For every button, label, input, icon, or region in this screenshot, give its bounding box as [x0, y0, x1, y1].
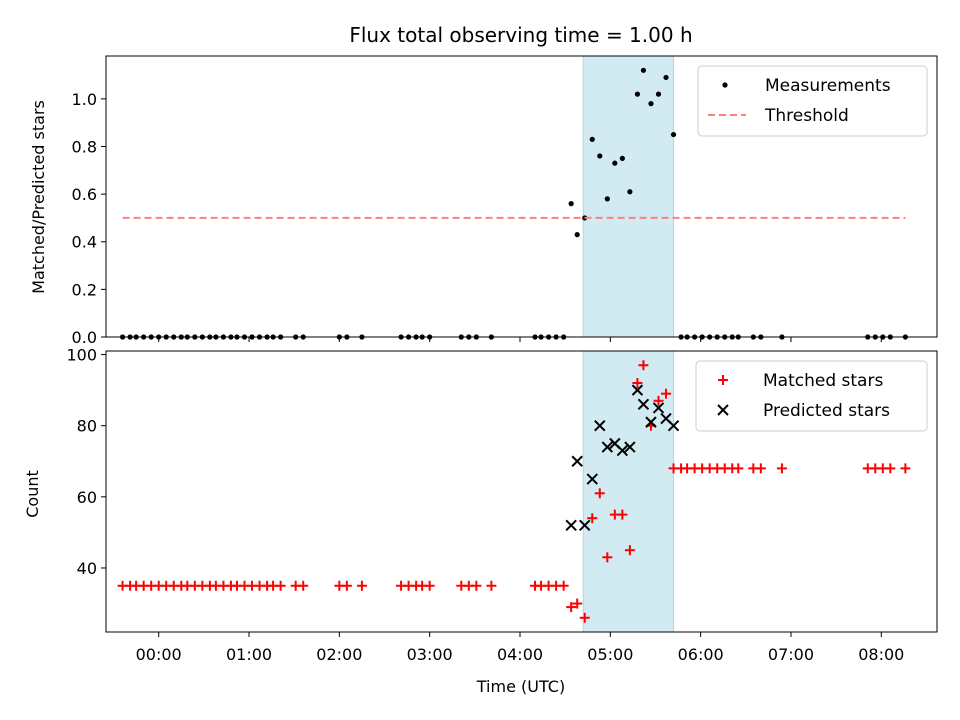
predicted-point [579, 519, 591, 531]
matched-point [275, 580, 286, 591]
legend-box [697, 65, 928, 137]
matched-point [486, 580, 497, 591]
predicted-point [616, 444, 629, 457]
legend-predicted-marker [717, 404, 729, 416]
measurement-point [568, 201, 574, 207]
matched-point [341, 580, 352, 591]
predicted-point [667, 419, 680, 432]
bottom-panel: 40 60 80 100 00:00 01:00 02:00 03:00 04:00 05:00 0… [66, 346, 938, 664]
predicted-point [594, 419, 606, 432]
measurement-point [634, 91, 641, 97]
matched-point [638, 360, 649, 371]
matched-point [776, 463, 787, 474]
measurement-point [612, 160, 618, 166]
y-tick-label: 0.8 [72, 137, 97, 156]
measurement-point [619, 155, 625, 161]
x-tick-label: 05:00 [587, 645, 633, 664]
matched-point [572, 598, 583, 609]
measurement-point [604, 196, 610, 202]
matched-point [587, 513, 598, 524]
matched-point [755, 463, 766, 474]
matched-point [594, 488, 605, 499]
measurement-point [589, 136, 595, 142]
matched-point [558, 580, 569, 591]
measurement-point [648, 101, 654, 107]
matched-point [885, 463, 896, 474]
y-tick-label: 0.6 [72, 185, 97, 204]
legend-label: Threshold [764, 106, 849, 126]
matched-point [471, 580, 482, 591]
x-tick-label: 00:00 [136, 645, 182, 664]
predicted-point [565, 519, 577, 531]
predicted-point [624, 441, 636, 453]
matched-point [424, 580, 435, 591]
observing-window [582, 55, 675, 338]
chart-title: Flux total observing time = 1.00 h [349, 23, 692, 47]
predicted-point [652, 402, 665, 414]
x-tick-label: 06:00 [678, 645, 724, 664]
legend-label: Measurements [765, 76, 891, 96]
observing-window [582, 350, 675, 633]
matched-point [602, 552, 613, 563]
measurement-point [640, 67, 647, 73]
bottom-y-axis-label: Count [23, 470, 42, 518]
measurement-point [627, 189, 633, 195]
matched-point [356, 580, 367, 591]
x-tick-label: 01:00 [226, 645, 272, 664]
matched-point [632, 378, 643, 389]
legend: Matched stars Predicted stars [695, 360, 928, 432]
matched-point [579, 612, 590, 623]
measurement-point [655, 91, 662, 97]
top-panel: 0.0 0.2 0.4 0.6 0.8 1.0 Measurements Threshold [72, 55, 938, 347]
legend-box [695, 360, 928, 432]
measurement-point [574, 232, 580, 238]
predicted-point [586, 473, 598, 485]
matched-point [298, 580, 309, 591]
legend-label: Predicted stars [763, 401, 890, 421]
x-tick-label: 04:00 [497, 645, 543, 664]
y-tick-label: 0.4 [72, 233, 97, 252]
y-tick-label: 80 [77, 417, 97, 436]
x-tick-label: 03:00 [407, 645, 453, 664]
measurement-point [663, 74, 669, 81]
predicted-point [631, 384, 644, 396]
x-tick-label: 08:00 [858, 645, 904, 664]
matched-point [661, 388, 672, 399]
legend-measurement-marker [722, 82, 728, 88]
measurement-point [597, 153, 603, 159]
measurement-point [670, 131, 677, 138]
matched-point [733, 463, 744, 474]
y-tick-label: 1.0 [72, 90, 97, 109]
matched-point [617, 509, 628, 520]
y-tick-label: 100 [66, 346, 97, 365]
x-axis-label: Time (UTC) [476, 677, 565, 696]
predicted-point [571, 455, 583, 467]
matched-point [566, 602, 577, 613]
legend-label: Matched stars [763, 371, 883, 391]
predicted-point [637, 398, 650, 411]
matched-point [900, 463, 911, 474]
y-tick-label: 0.0 [72, 328, 97, 347]
matched-point [653, 395, 664, 406]
x-tick-label: 07:00 [768, 645, 814, 664]
predicted-point [645, 416, 657, 428]
x-tick-label: 02:00 [316, 645, 362, 664]
axes-frame [105, 350, 938, 633]
matched-point [624, 545, 635, 556]
top-y-axis-label: Matched/Predicted stars [29, 100, 48, 294]
axes-frame [105, 55, 938, 338]
y-tick-label: 60 [77, 488, 97, 507]
legend: Measurements Threshold [697, 65, 928, 137]
y-tick-label: 0.2 [72, 280, 97, 299]
y-tick-label: 40 [77, 559, 97, 578]
predicted-point [601, 441, 614, 453]
